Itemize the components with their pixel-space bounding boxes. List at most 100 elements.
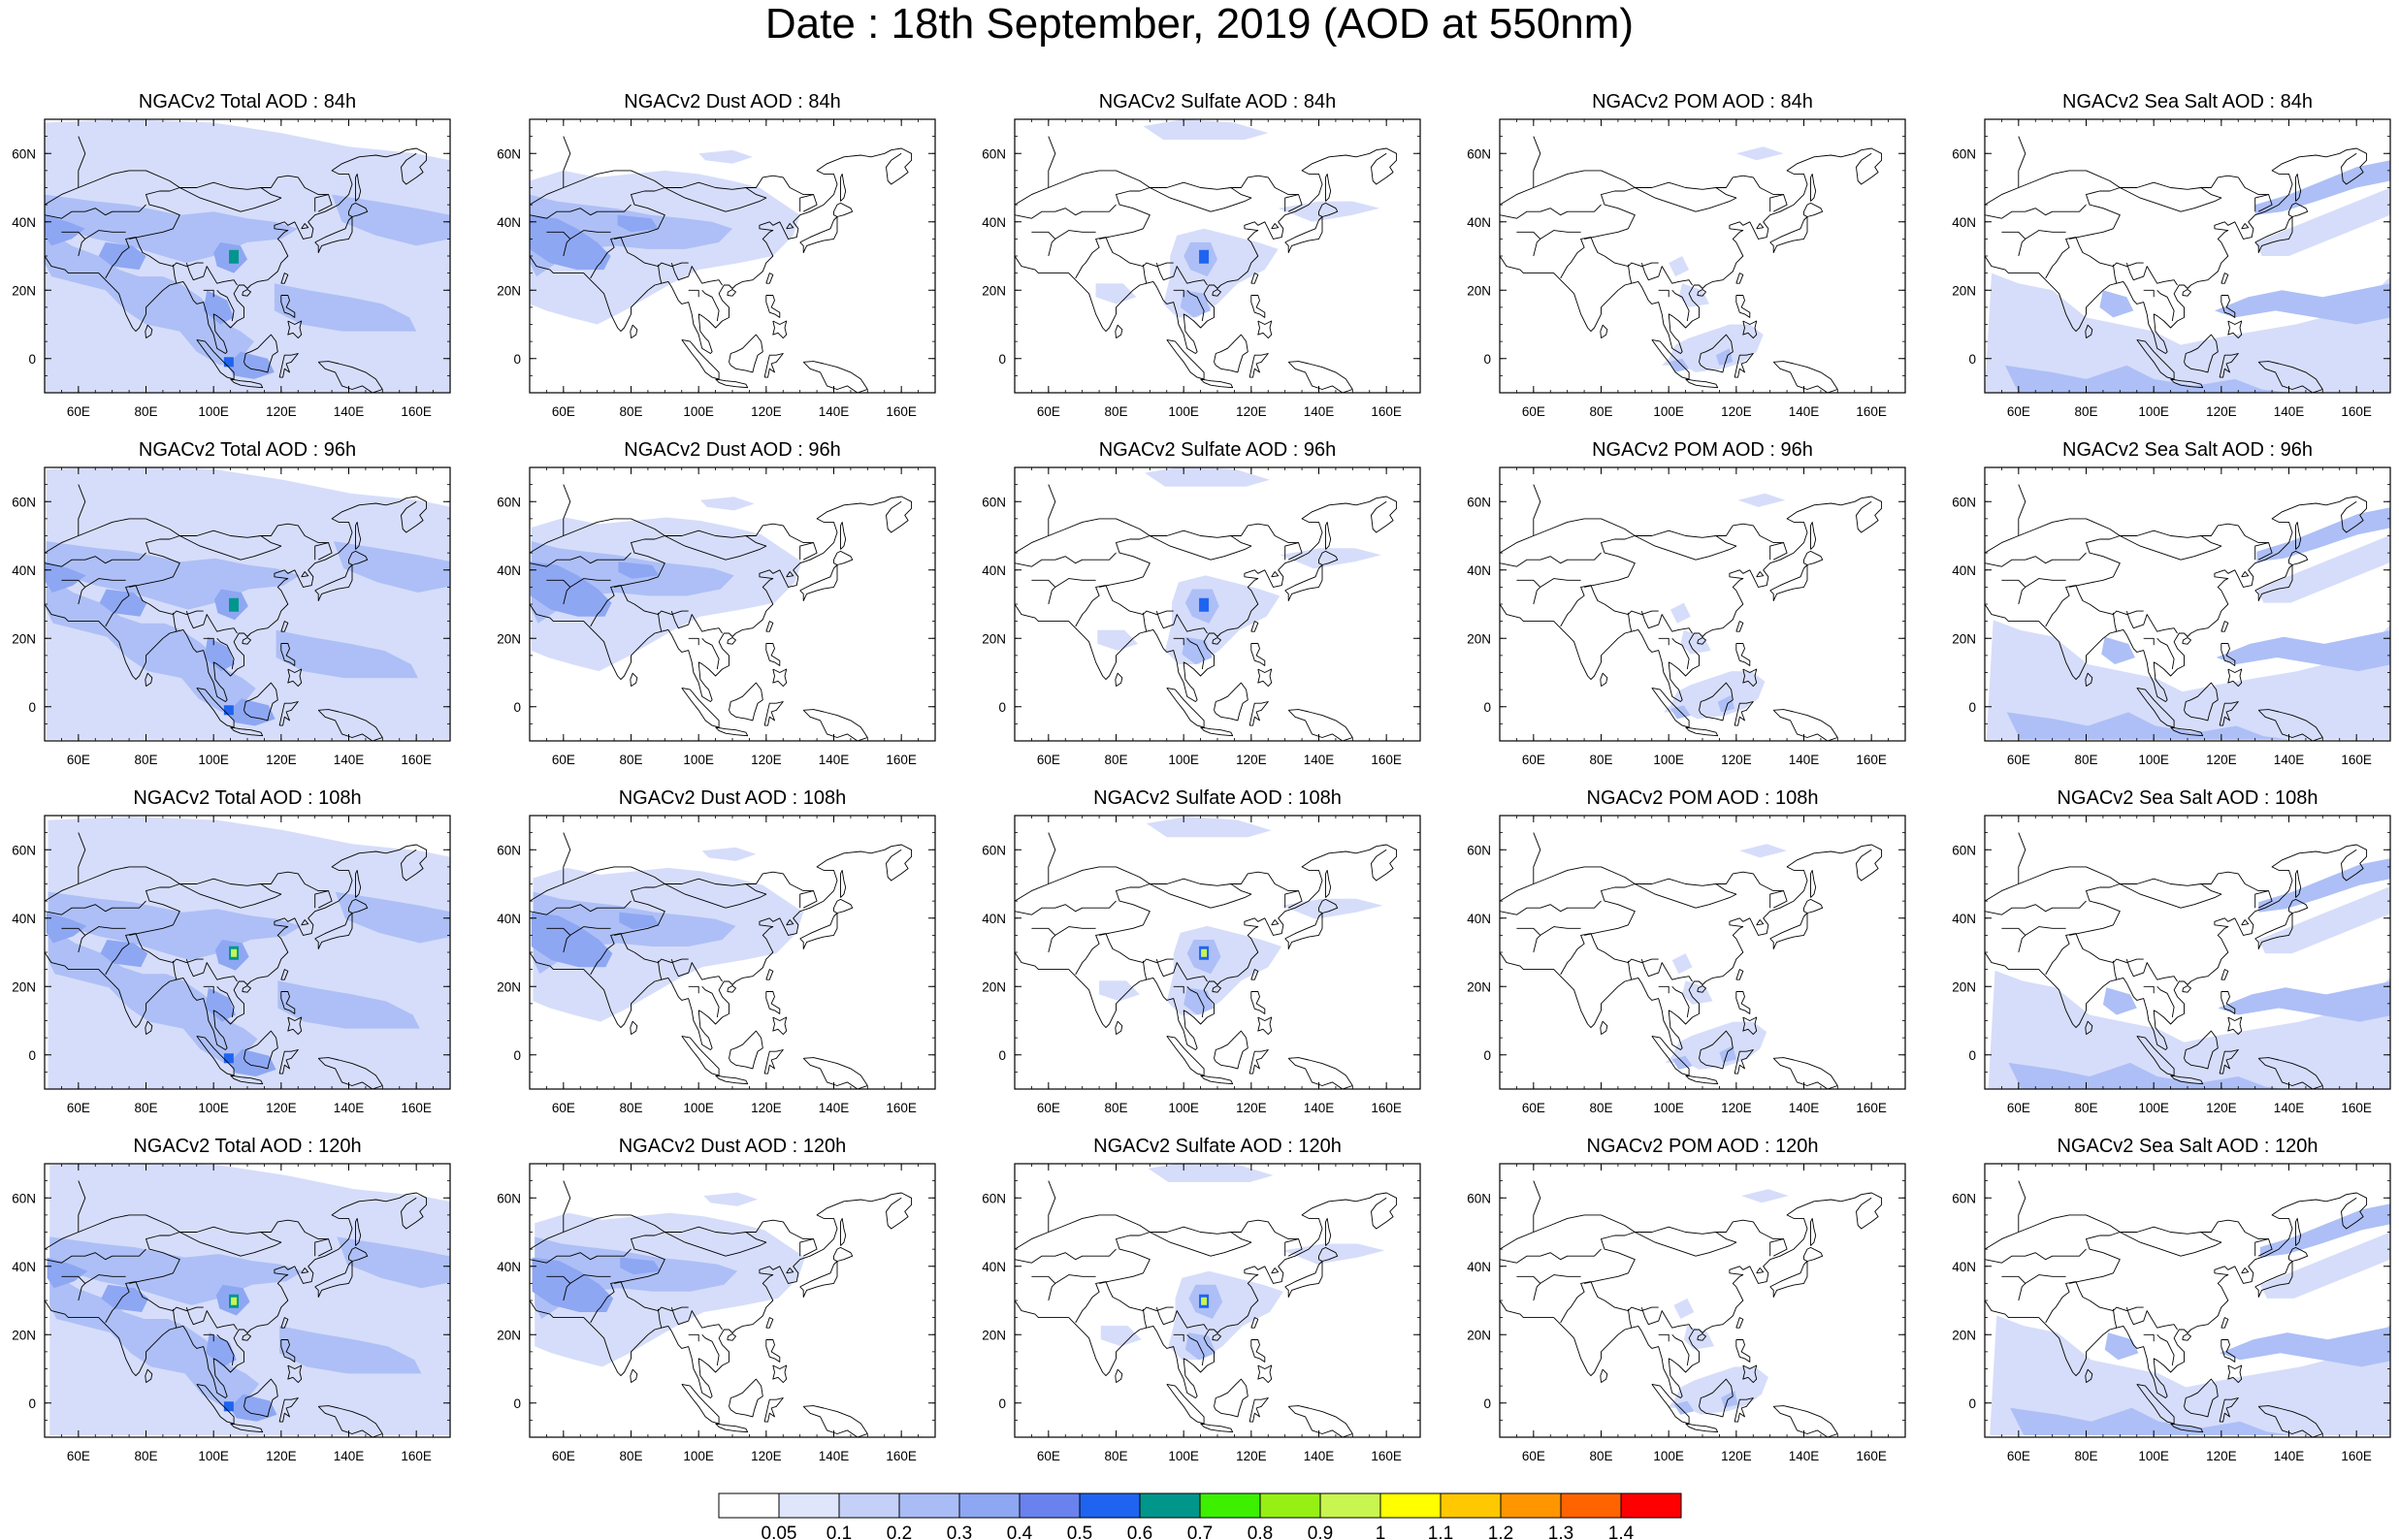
lon-tick-label: 160E — [1371, 1101, 1402, 1115]
coastline — [665, 535, 767, 561]
map-panel: 60E 80E 100E 120E 140E 160E 60N 40N 20N 0 — [982, 1163, 1421, 1463]
coastline — [45, 900, 146, 915]
lat-tick-label: 60N — [12, 843, 36, 857]
coastline — [1075, 1281, 1174, 1324]
coastline — [1257, 668, 1273, 688]
aod-field — [535, 1236, 738, 1319]
coastline — [2227, 668, 2243, 688]
aod-field — [1280, 548, 1381, 569]
coastline — [1810, 521, 1817, 550]
coastline — [590, 585, 689, 627]
aod-field — [1671, 1055, 1693, 1070]
coastline — [1735, 1317, 1744, 1329]
coastline — [1803, 1246, 1824, 1262]
coastline — [1803, 898, 1824, 914]
coastline — [317, 1057, 383, 1089]
coastline — [1735, 969, 1744, 980]
lat-tick-label: 0 — [1483, 1396, 1491, 1411]
coastline — [2295, 521, 2302, 550]
lon-tick-label: 80E — [2074, 1449, 2097, 1463]
lon-tick-label: 140E — [1789, 1101, 1820, 1115]
coastline — [1516, 1274, 1581, 1284]
coastline — [1772, 709, 1838, 741]
coastline — [1214, 682, 1248, 722]
coastline — [1635, 883, 1737, 909]
coastline — [1212, 289, 1221, 297]
lat-tick-label: 20N — [982, 283, 1006, 298]
lat-tick-label: 0 — [513, 1048, 521, 1063]
lat-tick-label: 60N — [1467, 843, 1491, 857]
lon-tick-label: 120E — [751, 1101, 782, 1115]
lat-tick-label: 40N — [1467, 912, 1491, 926]
lon-tick-label: 100E — [1168, 1101, 1199, 1115]
lon-tick-label: 160E — [401, 753, 432, 767]
figure-title: Date : 18th September, 2019 (AOD at 550n… — [764, 0, 1635, 48]
coastline — [1257, 1016, 1273, 1036]
coastline — [530, 170, 665, 206]
aod-field — [2008, 1062, 2285, 1089]
lon-tick-label: 120E — [751, 404, 782, 419]
panel-title: NGACv2 Dust AOD : 84h — [624, 91, 841, 112]
coastline — [1048, 1180, 1056, 1233]
lon-tick-label: 60E — [2007, 1101, 2030, 1115]
coastline — [1985, 866, 2121, 902]
coastline — [179, 187, 282, 212]
coastline — [1150, 187, 1252, 212]
lon-tick-label: 100E — [683, 753, 714, 767]
coastline — [681, 687, 720, 728]
aod-field — [1671, 953, 1693, 975]
coastline — [701, 1333, 720, 1366]
coastline — [1640, 958, 1693, 982]
coastline — [2257, 1405, 2323, 1437]
coastline — [2085, 324, 2093, 338]
coastline — [1099, 175, 1299, 240]
coastline — [185, 1306, 238, 1331]
map-panel: 60E 80E 100E 120E 140E 160E 60N 40N 20N 0 — [1952, 1163, 2391, 1463]
coastline — [314, 564, 353, 601]
aod-field — [229, 1394, 277, 1422]
lon-tick-label: 160E — [1371, 404, 1402, 419]
aod-field — [46, 912, 87, 944]
coastline — [530, 844, 913, 1050]
coastline — [729, 682, 763, 722]
coastline — [129, 1219, 329, 1284]
coastline — [2170, 1075, 2204, 1085]
coastline — [786, 919, 794, 926]
coastline — [1166, 1383, 1205, 1425]
coastline — [105, 237, 204, 279]
lon-tick-label: 60E — [2007, 404, 2030, 419]
lat-tick-label: 20N — [497, 979, 521, 994]
coastline — [2221, 643, 2236, 666]
coastline — [203, 985, 214, 994]
lat-tick-label: 0 — [998, 1048, 1006, 1063]
coastline — [765, 991, 781, 1014]
coastline — [786, 223, 794, 230]
panel-title: NGACv2 POM AOD : 96h — [1592, 439, 1813, 461]
coastline — [278, 1397, 299, 1423]
aod-field — [2104, 1332, 2139, 1361]
coastline — [2288, 898, 2309, 914]
coastline — [630, 672, 638, 687]
coastline — [1985, 900, 2087, 915]
coastline — [242, 1333, 251, 1341]
aod-field — [1099, 980, 1140, 1002]
coastline — [1287, 1405, 1353, 1437]
aod-field — [1985, 273, 2390, 393]
lon-tick-label: 100E — [2138, 1449, 2169, 1463]
coastline — [1325, 173, 1332, 202]
coastline — [2136, 1383, 2175, 1425]
coastline — [765, 969, 774, 980]
coastline — [105, 933, 204, 976]
aod-field — [1739, 844, 1788, 858]
coastline — [185, 958, 238, 982]
coastline — [2001, 1274, 2066, 1284]
aod-field — [2256, 534, 2390, 603]
map-panel: 60E 80E 100E 120E 140E 160E 60N 40N 20N 0 — [497, 1163, 936, 1463]
lat-tick-label: 60N — [1952, 146, 1976, 161]
lat-tick-label: 40N — [1952, 912, 1976, 926]
panel-title: NGACv2 Sulfate AOD : 108h — [1093, 787, 1342, 809]
coastline — [729, 1378, 763, 1418]
lat-tick-label: 20N — [12, 631, 36, 646]
coastline — [1099, 523, 1299, 588]
coastline — [314, 542, 333, 561]
